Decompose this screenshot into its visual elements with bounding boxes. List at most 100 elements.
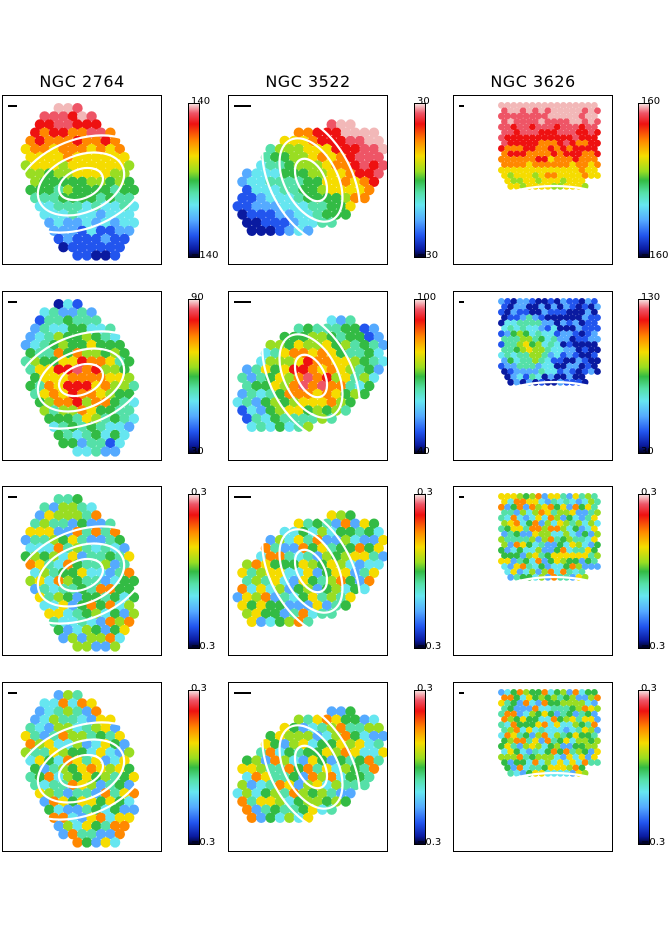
isophote-contour [13, 134, 149, 234]
colorbar-min-label: −140 [191, 250, 219, 261]
isophote-contour [462, 771, 612, 851]
colorbar-max-label: 160 [641, 96, 661, 107]
scale-bar [234, 301, 251, 303]
colorbar-max-label: 0.3 [641, 683, 657, 694]
colorbar-max-label: 100 [417, 292, 437, 303]
isophote-contour [462, 380, 612, 460]
isophote-contour [486, 593, 606, 655]
kinematic-map [13, 494, 149, 652]
isophote-contour [36, 738, 126, 804]
colorbar-min-label: 30 [191, 446, 204, 457]
colorbar-max-label: 130 [641, 292, 661, 303]
isophote-contour [13, 721, 149, 821]
isophote-contour [486, 398, 606, 460]
isophote-contour [486, 789, 606, 851]
velocity-map-panel [2, 291, 162, 461]
isophote-contour [520, 601, 572, 633]
column-title-ngc3626: NGC 3626 [490, 72, 576, 91]
velocity-map-panel [228, 682, 388, 852]
isophote-contour [278, 137, 344, 223]
kinematic-map [232, 310, 387, 442]
velocity-map-panel [453, 95, 613, 265]
column-title-ngc2764: NGC 2764 [39, 72, 125, 91]
isophote-contour [462, 184, 612, 264]
colorbar [414, 690, 426, 845]
scale-bar [8, 105, 17, 107]
velocity-map-panel [453, 486, 613, 656]
colorbar-max-label: 90 [191, 292, 204, 303]
scale-bar [459, 692, 464, 694]
column-title-ngc3522: NGC 3522 [265, 72, 351, 91]
isophote-contour [36, 542, 126, 608]
colorbar [188, 299, 200, 454]
kinematic-map [462, 689, 612, 851]
colorbar-min-label: −0.3 [417, 641, 442, 652]
isophote-contour [520, 406, 572, 438]
velocity-map-panel [453, 291, 613, 461]
scale-bar [459, 496, 464, 498]
isophote-contour [278, 528, 344, 614]
scale-bar [234, 105, 251, 107]
colorbar [188, 690, 200, 845]
velocity-map-panel [228, 486, 388, 656]
colorbar-max-label: 0.3 [191, 487, 207, 498]
isophote-contour [57, 557, 105, 593]
colorbar-min-label: 40 [417, 446, 430, 457]
isophote-contour [520, 210, 572, 242]
scale-bar [8, 692, 17, 694]
colorbar [414, 103, 426, 258]
colorbar-min-label: −0.3 [417, 837, 442, 848]
velocity-map-panel [2, 95, 162, 265]
colorbar [414, 494, 426, 649]
colorbar-max-label: 30 [417, 96, 430, 107]
scale-bar [8, 496, 17, 498]
isophote-contour [293, 744, 329, 790]
isophote-contour [261, 505, 361, 637]
kinematic-map [232, 505, 387, 637]
isophote-contour [57, 166, 105, 202]
isophote-contour [57, 362, 105, 398]
scale-bar [234, 496, 251, 498]
scale-bar [459, 301, 464, 303]
isophote-contour [57, 753, 105, 789]
isophote-contour [278, 333, 344, 419]
kinematic-map [462, 298, 612, 460]
velocity-map-panel [228, 95, 388, 265]
isophote-contour [261, 701, 361, 833]
isophote-contour [486, 202, 606, 264]
isophote-contour [293, 157, 329, 203]
isophote-contour [293, 548, 329, 594]
colorbar-min-label: −160 [641, 250, 669, 261]
colorbar [638, 103, 650, 258]
velocity-map-panel [228, 291, 388, 461]
kinematic-map [13, 690, 149, 848]
kinematic-map [462, 493, 612, 655]
kinematic-map [462, 102, 612, 264]
colorbar [188, 494, 200, 649]
colorbar-min-label: −30 [417, 250, 439, 261]
isophote-contour [293, 353, 329, 399]
isophote-contour [520, 797, 572, 829]
colorbar-min-label: −0.3 [191, 641, 216, 652]
isophote-contour [36, 151, 126, 217]
colorbar-max-label: 0.3 [417, 683, 433, 694]
isophote-contour [261, 114, 361, 246]
colorbar-max-label: 0.3 [417, 487, 433, 498]
colorbar [638, 690, 650, 845]
colorbar [638, 494, 650, 649]
colorbar-min-label: −0.3 [641, 641, 666, 652]
velocity-map-panel [2, 682, 162, 852]
isophote-contour [13, 525, 149, 625]
velocity-map-panel [2, 486, 162, 656]
scale-bar [459, 105, 464, 107]
kinematic-map [232, 114, 387, 246]
isophote-contour [462, 575, 612, 655]
velocity-map-panel [453, 682, 613, 852]
colorbar [638, 299, 650, 454]
isophote-contour [261, 310, 361, 442]
kinematic-map [13, 299, 149, 457]
colorbar-max-label: 0.3 [191, 683, 207, 694]
kinematic-map [13, 103, 149, 261]
isophote-contour [13, 330, 149, 430]
colorbar-max-label: 0.3 [641, 487, 657, 498]
